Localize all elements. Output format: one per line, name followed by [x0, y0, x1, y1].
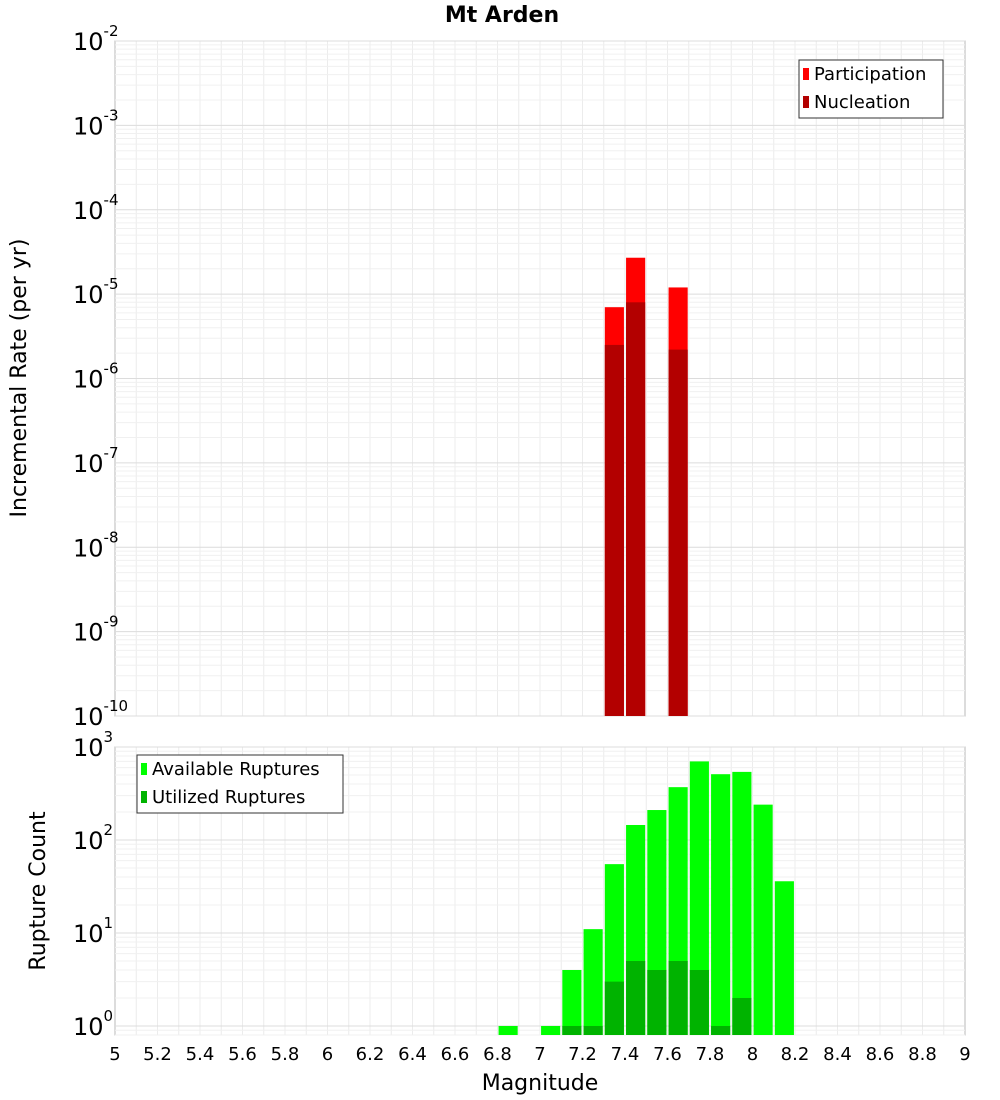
rate-legend-swatch: [803, 68, 809, 80]
x-tick-label: 6.8: [483, 1044, 512, 1065]
x-axis-label: Magnitude: [482, 1071, 599, 1096]
x-tick-label: 6.4: [398, 1044, 427, 1065]
count-y-tick-label: 100: [73, 1007, 113, 1041]
x-tick-label: 6.6: [441, 1044, 470, 1065]
bar-available-ruptures: [732, 771, 752, 1035]
rate-y-tick-label: 10-10: [73, 697, 128, 731]
rate-y-axis-label: Incremental Rate (per yr): [7, 239, 32, 518]
bar-utilized-ruptures: [604, 981, 624, 1035]
x-tick-label: 5: [109, 1044, 120, 1065]
count-legend-label: Utilized Ruptures: [152, 787, 305, 808]
count-legend-swatch: [141, 791, 147, 803]
rate-legend-swatch: [803, 96, 809, 108]
x-tick-label: 5.4: [186, 1044, 215, 1065]
x-tick-label: 6.2: [356, 1044, 385, 1065]
x-tick-label: 7.2: [568, 1044, 597, 1065]
count-legend-box: [136, 754, 344, 814]
bar-available-ruptures: [541, 1025, 561, 1035]
x-tick-label: 8.8: [908, 1044, 937, 1065]
rate-legend-label: Participation: [814, 64, 926, 85]
x-tick-label: 5.6: [228, 1044, 257, 1065]
count-legend-label: Available Ruptures: [152, 759, 320, 780]
count-y-tick-label: 102: [73, 821, 113, 855]
rate-y-tick-label: 10-6: [73, 360, 119, 394]
bar-utilized-ruptures: [711, 1025, 731, 1035]
bar-available-ruptures: [562, 969, 582, 1035]
x-tick-label: 8.2: [781, 1044, 810, 1065]
rate-grid: [115, 40, 965, 717]
rate-y-tick-label: 10-2: [73, 22, 119, 56]
x-tick-label: 5.8: [271, 1044, 300, 1065]
x-tick-label: 9: [959, 1044, 970, 1065]
bar-utilized-ruptures: [562, 1025, 582, 1035]
count-y-tick-label: 101: [73, 914, 113, 948]
count-legend: Available Ruptures Utilized Ruptures: [136, 754, 344, 814]
rate-panel: 10-10 10-9 10-8 10-7 10-6 10-5 10-4 10-3 10-2 In…: [7, 22, 966, 731]
rate-y-tick-label: 10-5: [73, 275, 119, 309]
count-y-ticks: 100 101 102 103: [73, 728, 113, 1041]
bar-utilized-ruptures: [626, 960, 646, 1035]
bar-utilized-ruptures: [732, 997, 752, 1035]
rate-y-ticks: 10-10 10-9 10-8 10-7 10-6 10-5 10-4 10-3 10-2: [73, 22, 128, 731]
x-tick-label: 6: [322, 1044, 333, 1065]
x-tick-label: 7.8: [696, 1044, 725, 1065]
bar-nucleation: [626, 302, 646, 716]
chart-title: Mt Arden: [445, 3, 559, 28]
count-bars: [498, 761, 794, 1035]
bar-available-ruptures: [774, 881, 794, 1035]
rate-bars: [604, 257, 688, 716]
rate-y-tick-label: 10-9: [73, 613, 119, 647]
bar-utilized-ruptures: [583, 1025, 603, 1035]
bar-available-ruptures: [689, 761, 709, 1035]
rate-y-tick-label: 10-8: [73, 528, 119, 562]
x-tick-label: 8.6: [866, 1044, 895, 1065]
rate-y-tick-label: 10-7: [73, 444, 119, 478]
count-legend-swatch: [141, 763, 147, 775]
rate-legend: Participation Nucleation: [798, 59, 944, 119]
rate-y-tick-label: 10-4: [73, 191, 119, 225]
x-tick-label: 7.6: [653, 1044, 682, 1065]
bar-utilized-ruptures: [689, 969, 709, 1035]
count-y-tick-label: 103: [73, 728, 113, 762]
x-tick-label: 8.4: [823, 1044, 852, 1065]
x-tick-label: 7: [534, 1044, 545, 1065]
bar-nucleation: [604, 344, 624, 716]
bar-utilized-ruptures: [647, 969, 667, 1035]
bar-utilized-ruptures: [668, 960, 688, 1035]
bar-available-ruptures: [583, 929, 603, 1035]
x-tick-label: 8: [747, 1044, 758, 1065]
x-tick-label: 7.4: [611, 1044, 640, 1065]
x-tick-label: 5.2: [143, 1044, 172, 1065]
x-ticks: 5 5.2 5.4 5.6 5.8 6 6.2 6.4 6.6 6.8 7 7.2 7.4 7.6 7.8 8…: [109, 1044, 970, 1065]
rate-y-tick-label: 10-3: [73, 106, 119, 140]
rate-legend-label: Nucleation: [814, 92, 910, 113]
bar-available-ruptures: [753, 804, 773, 1035]
count-y-axis-label: Rupture Count: [26, 811, 51, 971]
count-panel: 100 101 102 103 Rupture Count Available Rup…: [26, 728, 966, 1041]
rate-legend-box: [798, 59, 944, 119]
bar-available-ruptures: [711, 774, 731, 1035]
bar-available-ruptures: [498, 1025, 518, 1035]
bar-nucleation: [668, 349, 688, 716]
